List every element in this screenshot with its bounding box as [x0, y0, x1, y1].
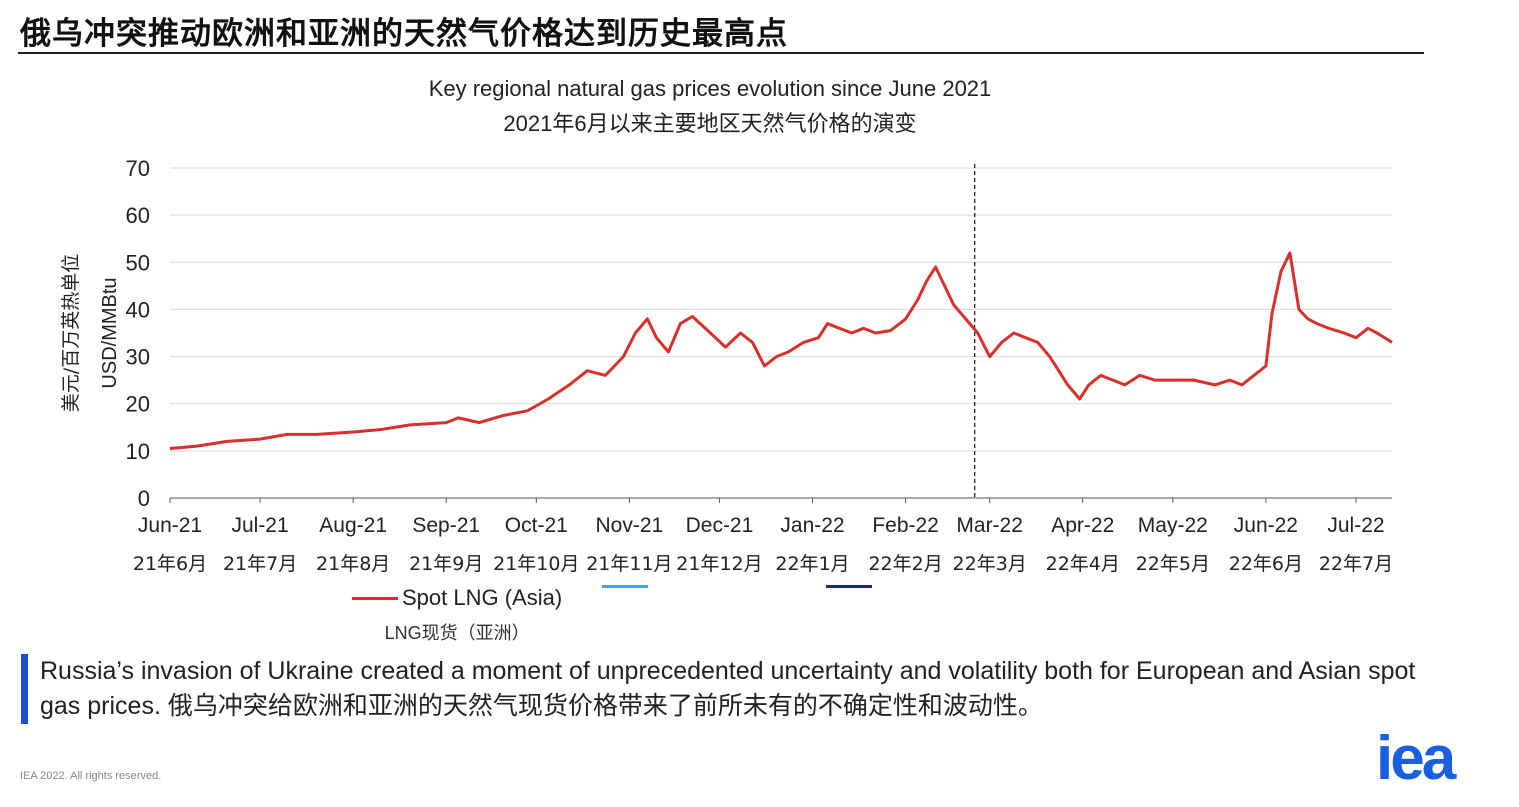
x-tick-label: Jun-22 [1234, 514, 1298, 537]
slide-title: 俄乌冲突推动欧洲和亚洲的天然气价格达到历史最高点 [20, 16, 788, 52]
gas-price-chart: 0 10 20 30 40 50 60 70 USD/MMBtu 美元/百万英热单位 Jun-21 2… [60, 156, 1393, 575]
x-tick-label: May-22 [1138, 514, 1208, 537]
x-tick-label-cn: 21年9月 [409, 553, 483, 575]
x-tick-label-cn: 22年4月 [1046, 553, 1120, 575]
y-tick-label: 60 [126, 203, 150, 228]
x-tick-label: Sep-21 [412, 514, 480, 537]
x-tick-label: Jun-21 [138, 514, 202, 537]
x-tick-label-cn: 21年8月 [316, 553, 390, 575]
x-tick-label-cn: 21年6月 [133, 553, 207, 575]
y-tick-label: 70 [126, 156, 150, 181]
y-tick-label: 0 [138, 486, 150, 511]
legend-label-cn-spot-lng: LNG现货（亚洲） [384, 623, 530, 643]
chart-subtitle: 2021年6月以来主要地区天然气价格的演变 [503, 111, 917, 136]
x-tick-label: Jan-22 [780, 514, 844, 537]
x-tick-label-cn: 22年3月 [953, 553, 1027, 575]
x-tick-label-cn: 22年5月 [1136, 553, 1210, 575]
legend-swatch-spot-lng [352, 596, 398, 600]
y-tick-label: 10 [126, 439, 150, 464]
x-tick-label-cn: 21年11月 [586, 553, 672, 575]
legend-swatch-ttf [602, 585, 648, 588]
series-line-0 [169, 251, 1393, 450]
x-tick-label: Feb-22 [872, 514, 939, 537]
y-tick-label: 20 [126, 392, 150, 417]
callout-chinese: 俄乌冲突给欧洲和亚洲的天然气现货价格带来了前所未有的不确定性和波动性。 [167, 692, 1043, 720]
x-tick-label: Jul-21 [231, 514, 288, 537]
x-tick-label-cn: 21年10月 [493, 553, 579, 575]
y-axis-label-cn: 美元/百万英热单位 [60, 254, 82, 412]
title-divider [18, 52, 1424, 54]
legend-swatch-henry-hub [826, 585, 872, 588]
y-axis-label: USD/MMBtu [99, 277, 121, 388]
callout-english: Russia’s invasion of Ukraine created a m… [40, 657, 1416, 720]
x-tick-label: Oct-21 [505, 514, 568, 537]
x-tick-label: Mar-22 [956, 514, 1023, 537]
x-tick-label-cn: 21年7月 [223, 553, 297, 575]
y-tick-label: 40 [126, 297, 150, 322]
x-tick-label: Aug-21 [319, 514, 387, 537]
x-tick-label: Dec-21 [686, 514, 754, 537]
legend-item-ttf [602, 585, 652, 643]
x-tick-label: Apr-22 [1051, 514, 1114, 537]
legend-item-spot-lng: Spot LNG (Asia) LNG现货（亚洲） [352, 585, 562, 643]
x-tick-label-cn: 21年12月 [676, 553, 762, 575]
chart-title: Key regional natural gas prices evolutio… [428, 76, 992, 101]
callout-accent-bar [21, 654, 28, 724]
x-tick-label-cn: 22年1月 [775, 553, 849, 575]
x-tick-label: Nov-21 [596, 514, 664, 537]
x-tick-label: Jul-22 [1327, 514, 1384, 537]
x-tick-label-cn: 22年2月 [868, 553, 942, 575]
legend-label-spot-lng: Spot LNG (Asia) [402, 585, 563, 610]
iea-logo: iea [1376, 724, 1456, 793]
callout-text: Russia’s invasion of Ukraine created a m… [40, 654, 1460, 724]
copyright-footer: IEA 2022. All rights reserved. [20, 770, 162, 782]
legend-item-henry-hub [826, 585, 876, 643]
y-tick-label: 50 [126, 250, 150, 275]
x-tick-label-cn: 22年7月 [1319, 553, 1393, 575]
x-tick-label-cn: 22年6月 [1229, 553, 1303, 575]
y-tick-label: 30 [126, 345, 150, 370]
